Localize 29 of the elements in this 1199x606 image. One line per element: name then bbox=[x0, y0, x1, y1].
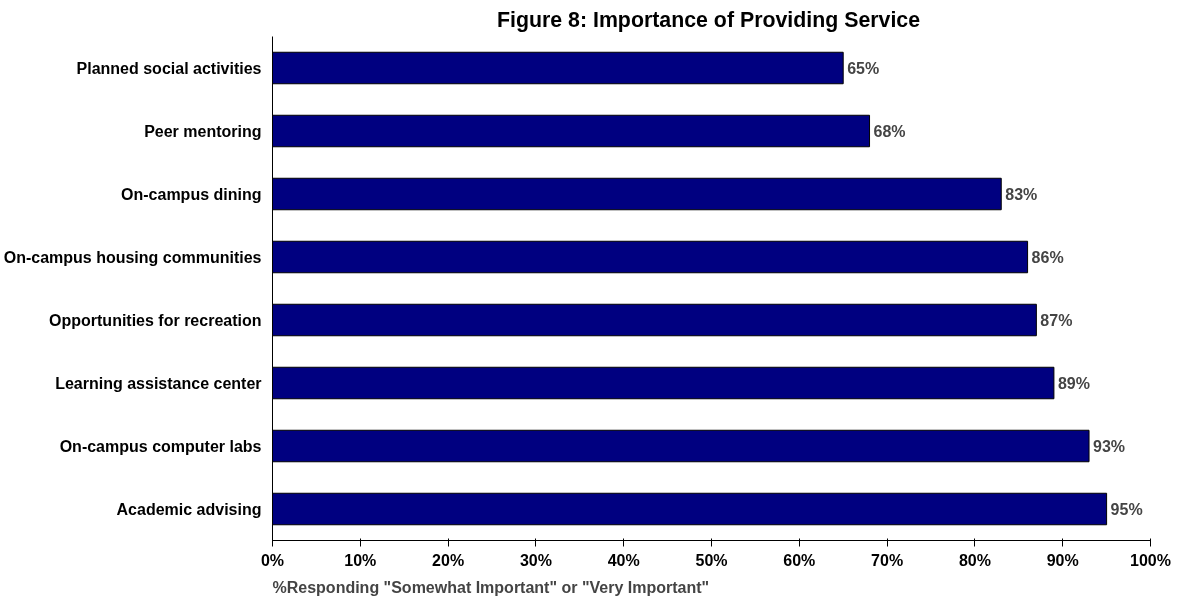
data-label: 89% bbox=[1057, 374, 1090, 392]
data-label: 95% bbox=[1110, 500, 1143, 518]
x-tick-label: 60% bbox=[783, 551, 816, 569]
x-tick-label: 0% bbox=[260, 551, 285, 569]
chart-title: Figure 8: Importance of Providing Service bbox=[496, 7, 921, 32]
x-tick-label: 10% bbox=[344, 551, 377, 569]
y-tick-label: Planned social activities bbox=[76, 59, 262, 77]
y-tick-label: On-campus computer labs bbox=[59, 437, 262, 455]
y-tick-label: Peer mentoring bbox=[144, 122, 262, 140]
x-tick-label: 90% bbox=[1046, 551, 1079, 569]
data-label: 83% bbox=[1005, 185, 1038, 203]
x-tick-label: 50% bbox=[695, 551, 728, 569]
data-label: 86% bbox=[1031, 248, 1064, 266]
y-tick-label: Learning assistance center bbox=[55, 374, 262, 392]
x-tick-label: 100% bbox=[1130, 551, 1171, 569]
y-tick-label: Opportunities for recreation bbox=[49, 311, 262, 329]
x-axis-title: %Responding "Somewhat Important" or "Very Important" bbox=[272, 578, 710, 596]
x-tick-label: 40% bbox=[607, 551, 640, 569]
y-tick-label: On-campus housing communities bbox=[3, 248, 262, 266]
x-tick-label: 80% bbox=[958, 551, 991, 569]
x-tick-label: 70% bbox=[871, 551, 904, 569]
y-tick-label: On-campus dining bbox=[121, 185, 262, 203]
data-label: 93% bbox=[1093, 437, 1126, 455]
data-label: 65% bbox=[847, 59, 880, 77]
x-tick-label: 20% bbox=[432, 551, 465, 569]
data-label: 68% bbox=[873, 122, 906, 140]
y-tick-label: Academic advising bbox=[116, 500, 262, 518]
x-tick-label: 30% bbox=[519, 551, 552, 569]
data-label: 87% bbox=[1040, 311, 1073, 329]
